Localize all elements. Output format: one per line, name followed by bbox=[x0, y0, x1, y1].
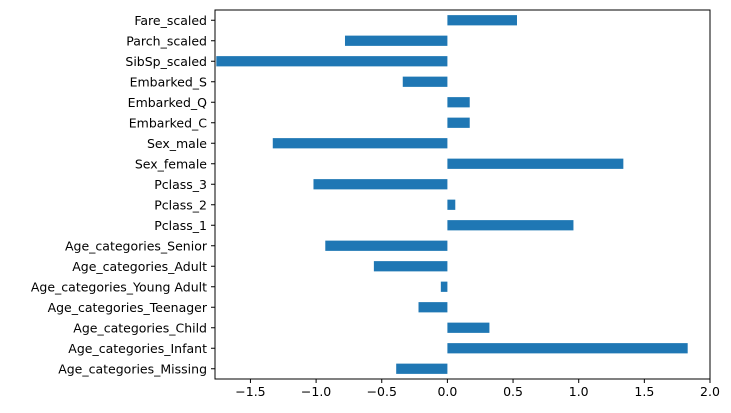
bar-embarked-c bbox=[447, 117, 470, 128]
x-tick-label: −1.0 bbox=[301, 384, 331, 399]
y-tick-label: Sex_female bbox=[135, 156, 207, 171]
x-tick-label: 0.5 bbox=[503, 384, 523, 399]
x-tick-label: 0.0 bbox=[437, 384, 457, 399]
bar-sex-female bbox=[447, 158, 624, 169]
y-tick-label: Embarked_Q bbox=[128, 95, 207, 110]
bar-fare-scaled bbox=[447, 15, 517, 26]
y-tick-label: Embarked_S bbox=[130, 74, 207, 89]
bars bbox=[216, 15, 688, 374]
y-tick-label: Sex_male bbox=[147, 136, 207, 151]
x-tick-label: 1.0 bbox=[569, 384, 589, 399]
bar-embarked-q bbox=[447, 97, 470, 108]
bar-age-categories-missing bbox=[396, 363, 448, 374]
plot-frame bbox=[214, 9, 711, 380]
y-tick-label: Age_categories_Infant bbox=[68, 341, 207, 356]
bar-sibsp-scaled bbox=[216, 56, 448, 67]
y-tick-label: Parch_scaled bbox=[126, 33, 207, 48]
bar-pclass-2 bbox=[447, 199, 456, 210]
y-tick-label: Fare_scaled bbox=[134, 13, 207, 28]
bar-pclass-3 bbox=[313, 179, 448, 190]
bar-pclass-1 bbox=[447, 220, 574, 231]
y-tick-label: Age_categories_Senior bbox=[65, 238, 208, 253]
y-tick-label: Age_categories_Teenager bbox=[48, 300, 208, 315]
x-tick-label: 2.0 bbox=[700, 384, 720, 399]
y-tick-label: Pclass_1 bbox=[154, 218, 207, 233]
bar-age-categories-infant bbox=[447, 343, 688, 354]
bar-parch-scaled bbox=[344, 35, 448, 46]
y-tick-label: Pclass_2 bbox=[154, 197, 207, 212]
y-tick-label: Age_categories_Adult bbox=[72, 259, 207, 274]
x-tick-label: 1.5 bbox=[634, 384, 654, 399]
y-tick-label: Age_categories_Child bbox=[73, 320, 207, 335]
x-tick-label: −1.5 bbox=[235, 384, 265, 399]
x-axis-ticks: −1.5 −1.0 −0.5 0.0 0.5 1.0 1.5 2.0 bbox=[235, 379, 720, 399]
bar-age-categories-teenager bbox=[418, 302, 448, 313]
bar-age-categories-senior bbox=[325, 240, 448, 251]
y-tick-label: SibSp_scaled bbox=[125, 54, 207, 69]
x-tick-label: −0.5 bbox=[367, 384, 397, 399]
bar-age-categories-adult bbox=[373, 261, 448, 272]
bar-sex-male bbox=[272, 138, 448, 149]
bar-embarked-s bbox=[402, 76, 448, 87]
y-axis-ticks: Age_categories_Missing Age_categories_Inf… bbox=[31, 13, 215, 376]
y-tick-label: Embarked_C bbox=[129, 115, 207, 130]
y-tick-label: Age_categories_Young Adult bbox=[31, 279, 207, 294]
y-tick-label: Pclass_3 bbox=[154, 177, 207, 192]
y-tick-label: Age_categories_Missing bbox=[58, 361, 207, 376]
bar-age-categories-child bbox=[447, 322, 490, 333]
bar-age-categories-young-adult bbox=[440, 281, 448, 292]
